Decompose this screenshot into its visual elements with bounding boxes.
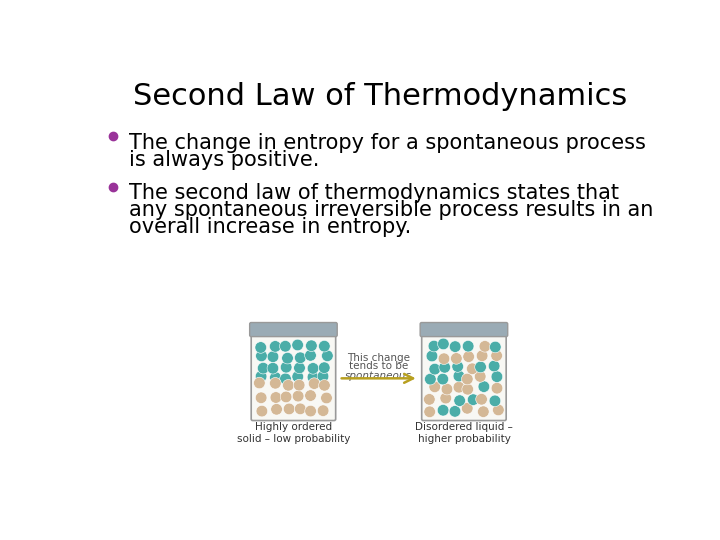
Text: The change in entropy for a spontaneous process: The change in entropy for a spontaneous … — [129, 132, 646, 153]
Circle shape — [424, 406, 436, 417]
Circle shape — [462, 402, 473, 414]
Circle shape — [294, 403, 306, 415]
Circle shape — [438, 353, 450, 365]
Circle shape — [318, 362, 330, 374]
Circle shape — [426, 350, 438, 362]
Circle shape — [449, 341, 461, 353]
Circle shape — [282, 353, 293, 364]
Circle shape — [319, 380, 330, 391]
Circle shape — [491, 382, 503, 394]
Circle shape — [280, 361, 292, 373]
Circle shape — [256, 350, 267, 362]
Circle shape — [429, 381, 441, 393]
Text: Highly ordered
solid – low probability: Highly ordered solid – low probability — [237, 422, 350, 444]
Circle shape — [293, 380, 305, 391]
Circle shape — [318, 340, 330, 352]
Circle shape — [462, 383, 474, 395]
Circle shape — [256, 370, 267, 382]
Circle shape — [305, 340, 318, 352]
Circle shape — [267, 362, 279, 374]
Circle shape — [294, 352, 306, 363]
Circle shape — [488, 360, 500, 372]
Circle shape — [269, 372, 282, 383]
Circle shape — [491, 350, 503, 361]
Circle shape — [451, 353, 462, 364]
Circle shape — [491, 371, 503, 382]
Text: tends to be: tends to be — [349, 361, 408, 372]
Circle shape — [280, 391, 292, 403]
Circle shape — [467, 394, 479, 406]
Text: The second law of thermodynamics states that: The second law of thermodynamics states … — [129, 184, 618, 204]
Circle shape — [253, 377, 265, 389]
Circle shape — [476, 394, 487, 405]
Text: is always positive.: is always positive. — [129, 150, 319, 170]
Circle shape — [256, 392, 267, 403]
Circle shape — [453, 370, 464, 382]
FancyBboxPatch shape — [420, 322, 508, 336]
Circle shape — [477, 406, 489, 417]
Circle shape — [269, 377, 281, 389]
Circle shape — [478, 381, 490, 393]
Circle shape — [294, 362, 305, 374]
Circle shape — [440, 393, 451, 404]
Circle shape — [449, 406, 461, 417]
Circle shape — [282, 380, 294, 391]
Circle shape — [292, 339, 303, 351]
Circle shape — [308, 378, 320, 389]
Circle shape — [452, 361, 464, 372]
Circle shape — [292, 371, 304, 382]
Circle shape — [479, 341, 491, 352]
Circle shape — [283, 403, 295, 415]
Circle shape — [307, 363, 319, 374]
Circle shape — [453, 381, 464, 393]
Circle shape — [437, 404, 449, 416]
Circle shape — [474, 370, 486, 382]
FancyBboxPatch shape — [250, 322, 337, 336]
Text: This change: This change — [347, 353, 410, 363]
Text: Disordered liquid –
higher probability: Disordered liquid – higher probability — [415, 422, 513, 444]
Circle shape — [477, 350, 488, 362]
Circle shape — [489, 395, 501, 407]
Circle shape — [318, 405, 329, 416]
Circle shape — [462, 373, 473, 385]
FancyBboxPatch shape — [422, 333, 506, 421]
Circle shape — [305, 390, 316, 401]
Circle shape — [441, 383, 453, 395]
Circle shape — [423, 394, 435, 405]
Circle shape — [279, 341, 291, 352]
Circle shape — [267, 351, 279, 362]
Circle shape — [292, 390, 304, 402]
Circle shape — [270, 392, 282, 403]
Circle shape — [271, 403, 282, 415]
Circle shape — [437, 373, 449, 385]
Circle shape — [438, 338, 449, 350]
Circle shape — [322, 350, 333, 362]
Circle shape — [256, 406, 268, 417]
Circle shape — [255, 342, 266, 353]
Circle shape — [454, 395, 465, 407]
Circle shape — [307, 372, 319, 383]
Circle shape — [269, 341, 281, 352]
Circle shape — [305, 349, 316, 361]
Circle shape — [463, 351, 474, 362]
Circle shape — [320, 392, 333, 404]
Circle shape — [257, 362, 269, 374]
Circle shape — [490, 341, 501, 353]
Text: spontaneous: spontaneous — [346, 370, 412, 381]
Circle shape — [425, 373, 436, 385]
Text: Second Law of Thermodynamics: Second Law of Thermodynamics — [132, 82, 627, 111]
Circle shape — [474, 361, 487, 373]
Circle shape — [429, 363, 441, 375]
Text: any spontaneous irreversible process results in an: any spontaneous irreversible process res… — [129, 200, 653, 220]
FancyBboxPatch shape — [251, 333, 336, 421]
Circle shape — [439, 362, 451, 373]
Circle shape — [467, 363, 478, 375]
Circle shape — [318, 370, 329, 382]
Circle shape — [428, 340, 440, 352]
Circle shape — [279, 373, 292, 384]
Circle shape — [462, 340, 474, 352]
Text: overall increase in entropy.: overall increase in entropy. — [129, 217, 411, 237]
Circle shape — [305, 406, 316, 417]
Circle shape — [492, 404, 504, 416]
